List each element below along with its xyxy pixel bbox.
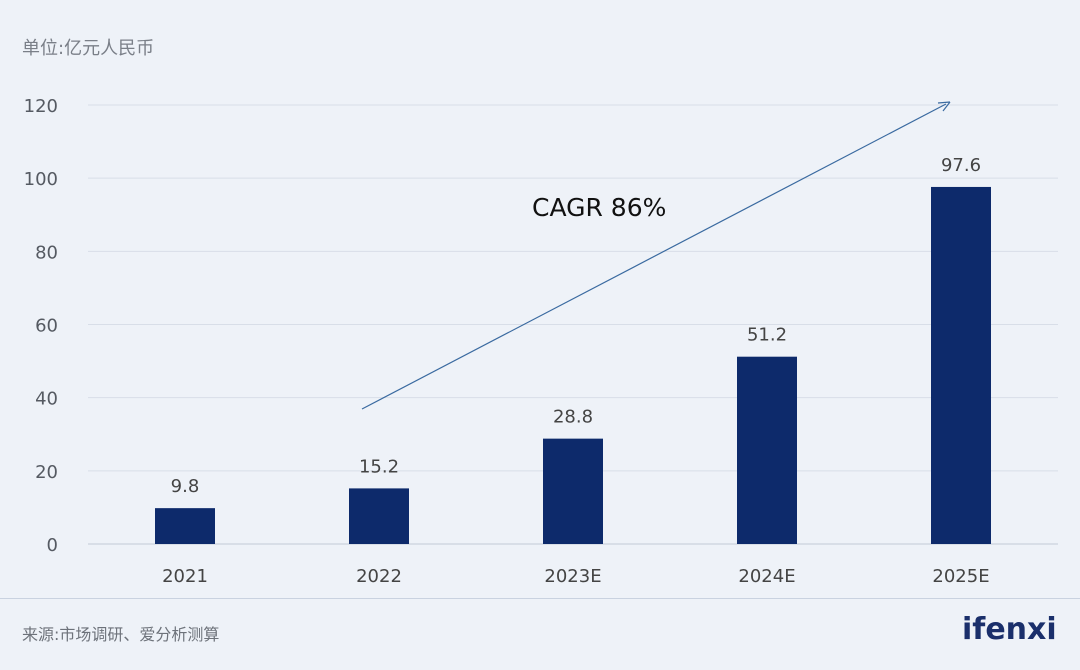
- y-tick-label: 80: [35, 242, 58, 263]
- bar: [155, 508, 215, 544]
- data-label: 97.6: [941, 155, 981, 176]
- y-tick-label: 0: [47, 535, 58, 556]
- unit-label: 单位:亿元人民币: [22, 38, 155, 59]
- y-tick-label: 120: [24, 96, 58, 117]
- x-tick-label: 2021: [162, 566, 208, 587]
- ifenxi-logo: ifenxi: [962, 612, 1057, 647]
- data-label: 28.8: [553, 407, 593, 428]
- source-note: 来源:市场调研、爱分析测算: [22, 625, 220, 644]
- cagr-arrowhead: [937, 101, 951, 112]
- bar: [349, 488, 409, 544]
- data-label: 9.8: [171, 476, 200, 497]
- cagr-arrow-line: [361, 103, 947, 410]
- x-tick-label: 2024E: [738, 566, 795, 587]
- y-tick-label: 60: [35, 316, 58, 337]
- x-tick-label: 2023E: [544, 566, 601, 587]
- bar: [543, 438, 603, 544]
- x-tick-label: 2025E: [932, 566, 989, 587]
- cagr-annotation: CAGR 86%: [532, 193, 666, 222]
- bar-chart: 0 20 40 60 80 100 120 9.8 2021 15.2 2022 28.8 2023E 5…: [24, 96, 1058, 587]
- y-tick-label: 40: [35, 389, 58, 410]
- data-label: 51.2: [747, 325, 787, 346]
- bar: [737, 356, 797, 544]
- y-tick-label: 20: [35, 462, 58, 483]
- x-tick-label: 2022: [356, 566, 402, 587]
- footer-divider: [0, 598, 1080, 599]
- data-label: 15.2: [359, 456, 399, 477]
- y-tick-label: 100: [24, 169, 58, 190]
- bar: [931, 186, 991, 545]
